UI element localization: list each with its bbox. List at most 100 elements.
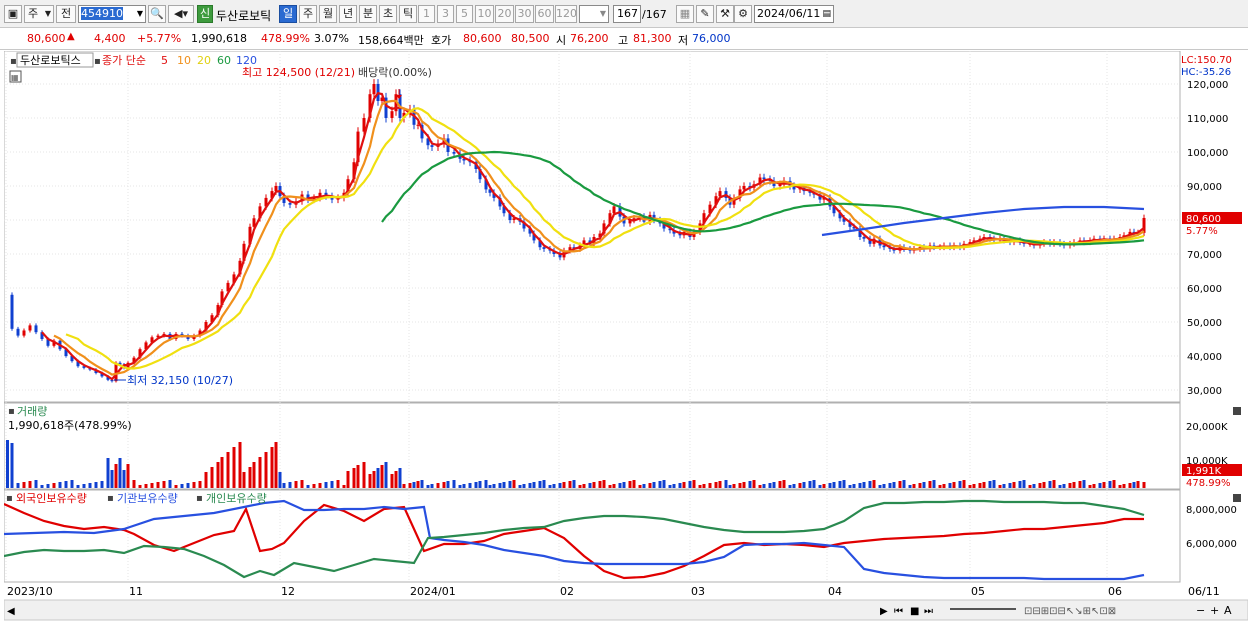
candle-body <box>702 213 706 224</box>
volume-bar <box>678 483 682 488</box>
stock-name: 두산로보틱 <box>216 9 272 23</box>
zoom-out-icon[interactable]: − <box>1196 604 1205 617</box>
period-month-button[interactable]: 월 <box>319 5 337 23</box>
volume-bar <box>126 464 130 488</box>
open-value: 76,200 <box>570 32 609 45</box>
volume-bar <box>100 481 104 488</box>
volume-bar <box>962 480 966 488</box>
date-input[interactable]: 2024/06/11 ▤ <box>754 5 834 23</box>
volume-bar <box>882 484 886 488</box>
scroll-right-icon[interactable]: ▶ <box>880 606 888 617</box>
interval-custom-input[interactable]: ▼ <box>579 5 609 23</box>
panel-close-icon[interactable] <box>1233 494 1241 502</box>
x-tick-label: 12 <box>281 585 295 598</box>
candle-body <box>52 340 56 346</box>
volume-bar <box>64 481 68 488</box>
candle-body <box>538 240 542 248</box>
volume-bar <box>394 471 398 488</box>
x-tick-label: 04 <box>828 585 842 598</box>
panel-close-icon[interactable] <box>1233 407 1241 415</box>
volume-bar <box>672 484 676 488</box>
volume-bar <box>226 452 230 488</box>
interval-button[interactable]: 120 <box>555 5 577 23</box>
speaker-icon[interactable]: ◀▾ <box>168 5 194 23</box>
legend-dot: ▪ <box>196 493 203 504</box>
ask-price: 80,600 <box>463 32 502 45</box>
draw-tool-icon[interactable]: ✎ <box>696 5 714 23</box>
search-icon[interactable]: 🔍 <box>148 5 166 23</box>
volume-bar <box>264 452 268 488</box>
chart-area[interactable]: ▪ 두산로보틱스 ▪ 종가 단순 5 10 20 60 120 ▦ 최고 124… <box>3 50 1248 621</box>
holding-tick: 6,000,000 <box>1186 539 1237 550</box>
candle-body <box>138 349 142 358</box>
volume-bar <box>192 482 196 488</box>
interval-button[interactable]: 10 <box>475 5 494 23</box>
interval-button[interactable]: 5 <box>456 5 473 23</box>
grid-icon[interactable]: ▦ <box>676 5 694 23</box>
font-size-icon[interactable]: A <box>1224 604 1232 617</box>
candle-body <box>838 213 842 219</box>
gear-icon[interactable]: ⚙ <box>734 5 752 23</box>
period-minute-button[interactable]: 분 <box>359 5 377 23</box>
volume-bar <box>602 480 606 488</box>
zoom-tools-icon[interactable]: ⊡⊟⊞⊡⊟↖↘⊞↖⊡⊠ <box>1024 606 1116 617</box>
volume-bar <box>88 483 92 488</box>
volume-bar <box>198 481 202 488</box>
period-second-button[interactable]: 초 <box>379 5 397 23</box>
code-input[interactable]: 454910 ▼ <box>78 5 146 23</box>
volume-bar <box>1068 483 1072 488</box>
prev-button[interactable]: 전 <box>56 5 76 23</box>
scroll-last-icon[interactable]: ⏭ <box>924 606 933 617</box>
volume-tick: 20,000K <box>1186 422 1228 433</box>
interval-button[interactable]: 1 <box>418 5 435 23</box>
volume-bar <box>1102 482 1106 488</box>
ma-layer <box>41 91 1145 381</box>
period-day-button[interactable]: 일 <box>279 5 297 23</box>
calculator-icon[interactable] <box>9 70 22 83</box>
volume-bar <box>852 484 856 488</box>
date-input-value: 2024/06/11 <box>757 7 821 20</box>
calendar-icon[interactable]: ▤ <box>822 9 831 19</box>
interval-button[interactable]: 60 <box>535 5 554 23</box>
volume-bar <box>412 482 416 488</box>
interval-button[interactable]: 30 <box>515 5 534 23</box>
volume-bar <box>742 482 746 488</box>
volume-bar <box>538 481 542 488</box>
candle-body <box>346 179 350 193</box>
y-tick-label: 70,000 <box>1187 250 1222 261</box>
candle-body <box>198 330 202 336</box>
stop-icon[interactable]: ■ <box>910 606 919 617</box>
x-tick-label: 02 <box>560 585 574 598</box>
volume-bar <box>1078 481 1082 488</box>
volume-bar <box>908 485 912 488</box>
legend-name-box[interactable] <box>16 52 94 68</box>
interval-button[interactable]: 3 <box>437 5 454 23</box>
volume-bar <box>828 483 832 488</box>
volume-bar <box>118 458 122 488</box>
volume-bar <box>682 482 686 488</box>
period-tick-button[interactable]: 틱 <box>399 5 417 23</box>
tools-icon[interactable]: ⚒ <box>716 5 734 23</box>
ma20-label: 20 <box>197 54 211 67</box>
volume-bar <box>982 482 986 488</box>
zoom-in-icon[interactable]: + <box>1210 604 1219 617</box>
chart-svg: ▪ 두산로보틱스 ▪ 종가 단순 5 10 20 60 120 ▦ 최고 124… <box>3 50 1248 621</box>
candle-body <box>662 223 666 229</box>
volume-bar <box>502 482 506 488</box>
scroll-left-icon[interactable]: ◀ <box>7 606 15 617</box>
market-select[interactable]: 주 ▼ <box>24 5 54 23</box>
candle-body <box>652 214 656 220</box>
volume-bar <box>132 480 136 488</box>
scroll-bar[interactable] <box>3 599 1248 621</box>
hc-label: HC:-35.26 <box>1181 67 1231 78</box>
count-input[interactable]: 167 <box>613 5 641 23</box>
volume-bar <box>992 480 996 488</box>
period-week-button[interactable]: 주 <box>299 5 317 23</box>
volume-bar <box>1108 481 1112 488</box>
volume-bar <box>458 485 462 488</box>
candle-body <box>362 118 366 132</box>
period-year-button[interactable]: 년 <box>339 5 357 23</box>
scroll-first-icon[interactable]: ⏮ <box>894 606 903 617</box>
chart-window-icon[interactable]: ▣ <box>4 5 22 23</box>
interval-button[interactable]: 20 <box>495 5 514 23</box>
